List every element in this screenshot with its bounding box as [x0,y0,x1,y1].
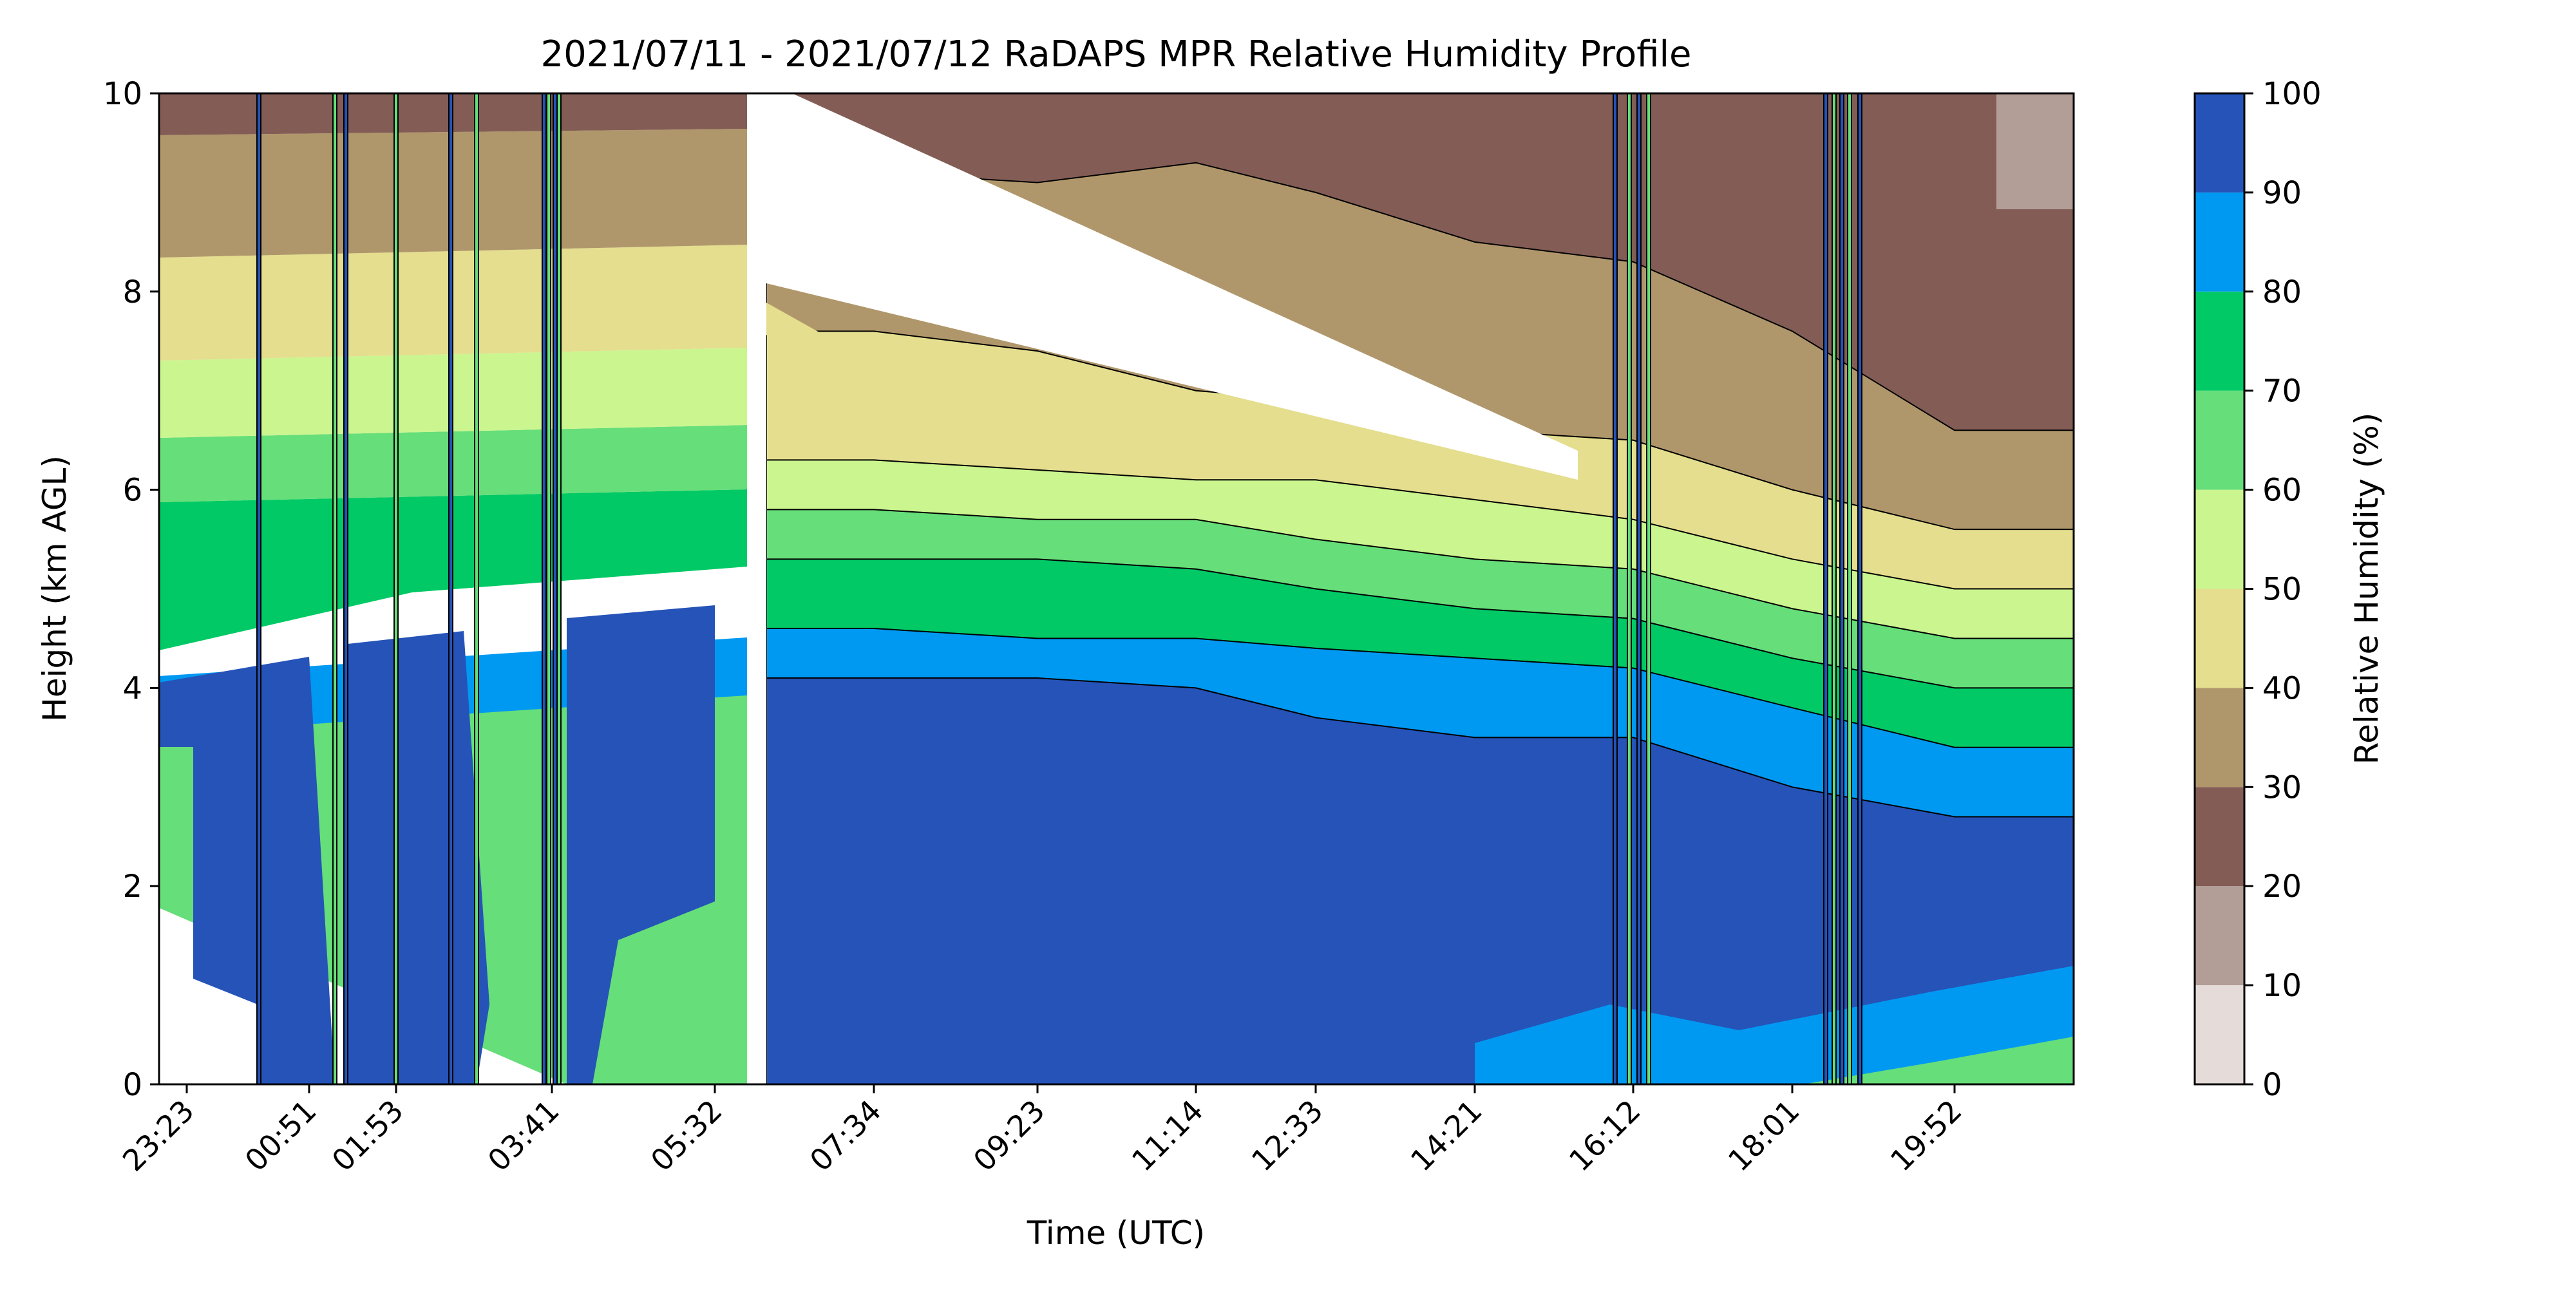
band-surface-rh80-90 [1475,966,2074,1084]
colorbar-segment [2195,390,2244,490]
x-tick-label: 00:51 [238,1093,323,1178]
band-rh90-block-left [159,657,335,1084]
y-axis: 0 2 4 6 8 10 [103,76,159,1103]
colorbar-tick-label: 10 [2262,968,2302,1004]
x-tick-label: 16:12 [1562,1093,1647,1178]
spike [343,93,348,1084]
spike [448,93,453,1084]
colorbar-segment [2195,192,2244,292]
x-tick-label: 11:14 [1125,1093,1210,1178]
colorbar-tick-label: 80 [2262,274,2302,310]
spike [1613,93,1618,1084]
x-tick-label: 14:21 [1404,1093,1489,1178]
y-tick-label: 10 [103,76,142,112]
colorbar-segment [2195,93,2244,193]
spike [1627,93,1632,1084]
x-axis: 23:23 00:51 01:53 03:41 05:32 07:34 09:23 11:14… [116,1084,1969,1178]
spike [1839,93,1844,1084]
spike [1823,93,1828,1084]
spike [332,93,337,1084]
band-rh90-block-right [567,605,715,1084]
data-gap [750,93,766,1084]
x-tick-label: 01:53 [325,1093,410,1178]
y-tick-label: 8 [122,274,142,310]
spike [542,93,547,1084]
spike [256,93,261,1084]
spike [1847,93,1852,1084]
y-tick-label: 2 [122,869,142,905]
colorbar-tick-label: 60 [2262,473,2302,509]
colorbar-tick-label: 90 [2262,175,2302,211]
x-tick-label: 23:23 [116,1093,201,1178]
spike [393,93,399,1084]
spike [1646,93,1651,1084]
x-tick-label: 03:41 [481,1093,566,1178]
saturation-spikes [256,93,1862,1084]
colorbar-tick-label: 40 [2262,670,2302,706]
plot-frame [158,92,2075,1086]
colorbar-tick-label: 100 [2262,76,2322,112]
colorbar-tick-label: 70 [2262,373,2302,410]
spike [1857,93,1862,1084]
colorbar-segment [2195,688,2244,787]
y-tick-label: 6 [122,473,142,509]
y-axis-label: Height (km AGL) [36,455,73,722]
colorbar-label: Relative Humidity (%) [2348,413,2385,765]
right-section-bands [766,93,2074,1084]
colorbar-segment [2195,291,2244,391]
colorbar-tick-label: 30 [2262,769,2302,806]
spike [546,93,551,1084]
colorbar-tick-label: 50 [2262,572,2302,608]
interp-wedge-upper [766,93,1578,480]
band-rh10-20 [1996,93,2074,209]
x-axis-label: Time (UTC) [1027,1214,1205,1252]
colorbar-segment [2195,589,2244,688]
spike [556,93,562,1084]
x-tick-label: 18:01 [1721,1093,1806,1178]
y-tick-label: 4 [122,670,142,706]
interp-wedge-lower [766,303,1030,451]
spike [1636,93,1642,1084]
spike [1832,93,1837,1084]
colorbar-segment [2195,489,2244,589]
plot-area [159,93,2074,1084]
x-tick-label: 12:33 [1245,1093,1330,1178]
band-rh90-block-mid [348,631,489,1084]
spike [474,93,479,1084]
x-tick-label: 07:34 [803,1093,888,1178]
colorbar-segment [2195,886,2244,986]
colorbar: 0 10 20 30 40 50 60 70 80 90 100 [2193,76,2322,1103]
x-tick-label: 05:32 [644,1093,729,1178]
chart-title: 2021/07/11 - 2021/07/12 RaDAPS MPR Relat… [541,33,1692,75]
x-tick-label: 09:23 [967,1093,1052,1178]
colorbar-segment [2195,787,2244,887]
x-tick-label: 19:52 [1884,1093,1969,1178]
colorbar-tick-label: 20 [2262,869,2302,905]
band-surface-rh60-70 [1803,1037,2074,1084]
y-tick-label: 0 [122,1067,142,1103]
colorbar-segment [2195,985,2244,1084]
band-rh90-100 [766,677,2074,1084]
colorbar-tick-label: 0 [2262,1067,2282,1103]
